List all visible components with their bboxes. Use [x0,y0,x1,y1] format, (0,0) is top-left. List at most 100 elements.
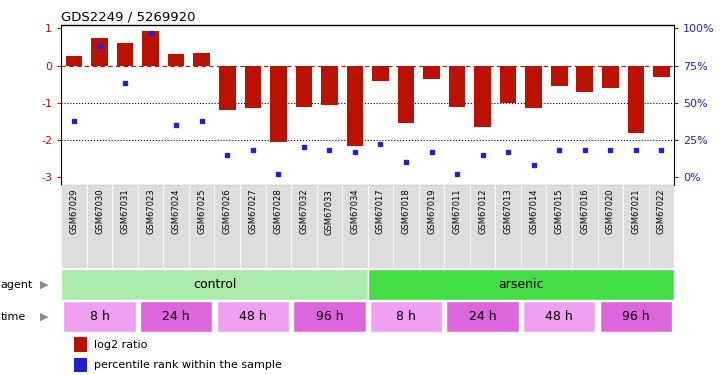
Text: agent: agent [1,280,33,290]
Text: GSM67032: GSM67032 [299,189,309,234]
Text: GSM67012: GSM67012 [478,189,487,234]
Bar [193,53,210,66]
Text: 8 h: 8 h [89,310,110,324]
Bar [317,184,342,268]
Bar [293,302,366,333]
Bar [470,184,495,268]
Bar [92,38,108,66]
Text: GSM67014: GSM67014 [529,189,538,234]
Bar [296,66,312,106]
Text: GSM67017: GSM67017 [376,189,385,234]
Bar [598,184,623,268]
Bar [368,184,393,268]
Text: ▶: ▶ [40,280,48,290]
Text: GSM67026: GSM67026 [223,189,231,234]
Text: GSM67023: GSM67023 [146,189,155,234]
Bar [74,337,87,352]
Text: GSM67020: GSM67020 [606,189,615,234]
Text: ▶: ▶ [40,312,48,322]
Bar [61,184,87,268]
Bar [600,302,672,333]
Text: log2 ratio: log2 ratio [94,340,147,350]
Text: GSM67028: GSM67028 [274,189,283,234]
Text: GSM67013: GSM67013 [504,189,513,234]
Text: 96 h: 96 h [622,310,650,324]
Text: 24 h: 24 h [469,310,497,324]
Bar [423,66,440,79]
Text: 96 h: 96 h [316,310,343,324]
Bar [419,184,444,268]
Bar [265,184,291,268]
Bar [347,66,363,146]
Bar [398,66,415,123]
Text: 24 h: 24 h [162,310,190,324]
Bar [164,184,189,268]
Text: GSM67016: GSM67016 [580,189,589,234]
Text: GSM67011: GSM67011 [453,189,461,234]
Text: GSM67031: GSM67031 [120,189,130,234]
Bar [216,302,289,333]
Text: GSM67029: GSM67029 [69,189,79,234]
Bar [142,32,159,66]
Bar [495,184,521,268]
Bar [448,66,465,106]
Text: control: control [193,278,236,291]
Bar [444,184,470,268]
Text: arsenic: arsenic [498,278,544,291]
Text: GSM67015: GSM67015 [554,189,564,234]
Bar [523,302,596,333]
Text: GSM67033: GSM67033 [325,189,334,235]
Bar [342,184,368,268]
Bar [63,302,136,333]
Bar [244,66,261,108]
Bar [526,66,542,108]
Bar [240,184,265,268]
Text: GSM67025: GSM67025 [198,189,206,234]
Bar [117,44,133,66]
Bar [140,302,213,333]
Bar [446,302,519,333]
Bar [291,184,317,268]
Bar [112,184,138,268]
Bar [368,269,674,300]
Bar [551,66,567,86]
Bar [623,184,649,268]
Text: 48 h: 48 h [239,310,267,324]
Bar [474,66,491,127]
Bar [321,66,337,105]
Bar [219,66,236,110]
Text: GSM67022: GSM67022 [657,189,666,234]
Bar [270,66,287,142]
Bar [572,184,598,268]
Bar [372,66,389,81]
Bar [521,184,547,268]
Text: GSM67027: GSM67027 [248,189,257,234]
Bar [370,302,442,333]
Text: percentile rank within the sample: percentile rank within the sample [94,360,282,370]
Bar [61,269,368,300]
Text: time: time [1,312,26,322]
Bar [74,358,87,372]
Bar [189,184,215,268]
Bar [547,184,572,268]
Text: GSM67021: GSM67021 [632,189,640,234]
Bar [393,184,419,268]
Bar [168,54,185,66]
Bar [215,184,240,268]
Text: 48 h: 48 h [545,310,573,324]
Bar [87,184,112,268]
Text: GSM67030: GSM67030 [95,189,104,234]
Bar [66,56,82,66]
Text: GSM67034: GSM67034 [350,189,360,234]
Bar [653,66,670,77]
Text: GSM67019: GSM67019 [427,189,436,234]
Bar [138,184,164,268]
Bar [577,66,593,92]
Bar [627,66,644,133]
Text: GSM67024: GSM67024 [172,189,181,234]
Bar [500,66,516,103]
Bar [602,66,619,88]
Text: GDS2249 / 5269920: GDS2249 / 5269920 [61,10,196,24]
Text: GSM67018: GSM67018 [402,189,410,234]
Bar [649,184,674,268]
